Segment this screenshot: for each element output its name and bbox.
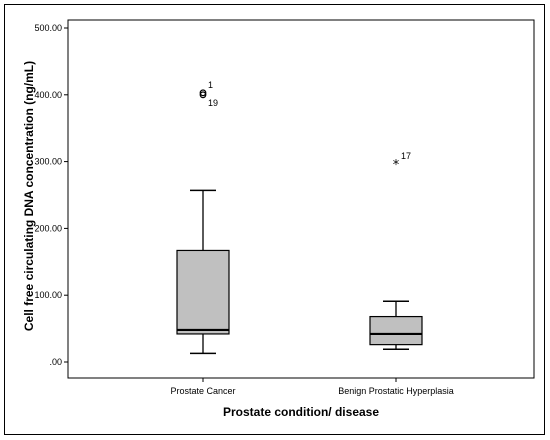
y-axis: .00 100.00 200.00 300.00 400.00 500.00 bbox=[34, 23, 68, 367]
y-tick-label: .00 bbox=[49, 357, 62, 367]
y-tick-label: 200.00 bbox=[34, 223, 62, 233]
outlier-marker bbox=[199, 91, 207, 99]
outlier-label: 1 bbox=[208, 80, 213, 90]
iqr-box bbox=[176, 249, 230, 335]
outlier-label: 19 bbox=[208, 98, 218, 108]
y-tick-label: 300.00 bbox=[34, 157, 62, 167]
iqr-box bbox=[369, 315, 423, 346]
x-axis: Prostate Cancer Benign Prostatic Hyperpla… bbox=[170, 378, 454, 396]
x-axis-title: Prostate condition/ disease bbox=[223, 405, 379, 419]
y-tick-label: 100.00 bbox=[34, 290, 62, 300]
y-tick-label: 400.00 bbox=[34, 90, 62, 100]
boxes: 1 19 *17 bbox=[176, 80, 423, 355]
y-axis-title: Cell free circulating DNA concentration … bbox=[22, 61, 36, 331]
box-group: 1 19 bbox=[176, 80, 230, 355]
plot-area bbox=[67, 19, 535, 379]
outlier-marker: * bbox=[393, 158, 400, 173]
x-tick-label: Benign Prostatic Hyperplasia bbox=[338, 386, 454, 396]
outlier-label: 17 bbox=[401, 151, 411, 161]
box-group: *17 bbox=[369, 151, 423, 351]
outlier-marker bbox=[199, 89, 207, 97]
x-tick-label: Prostate Cancer bbox=[170, 386, 235, 396]
y-tick-label: 500.00 bbox=[34, 23, 62, 33]
